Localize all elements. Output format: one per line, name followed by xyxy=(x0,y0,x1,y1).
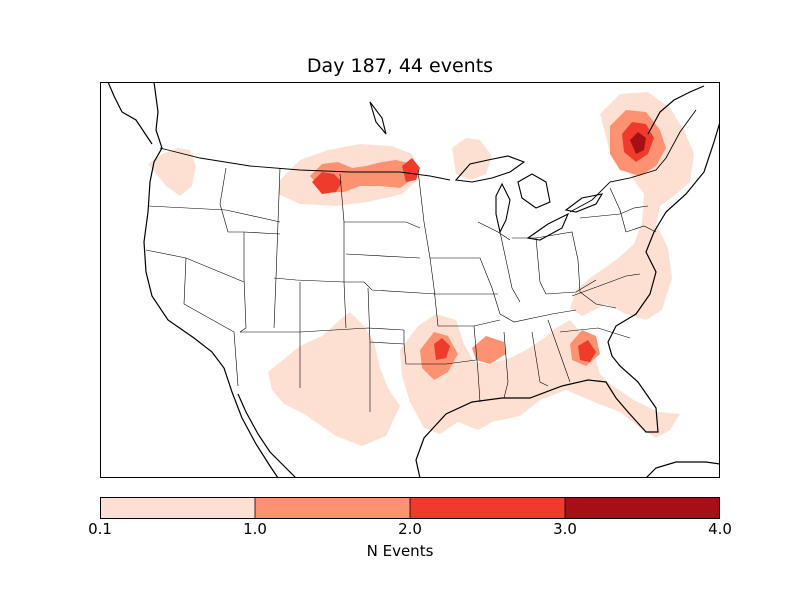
map-title: Day 187, 44 events xyxy=(306,55,494,77)
colorbar-tick-3: 3.0 xyxy=(553,520,577,538)
state-borders xyxy=(145,167,657,412)
country-border xyxy=(159,109,697,213)
colorbar-tick-2: 2.0 xyxy=(398,520,422,538)
colorbar-tick-1: 1.0 xyxy=(243,520,267,538)
map-frame xyxy=(100,82,720,478)
colorbar-tick-4: 4.0 xyxy=(708,520,732,538)
colorbar-segment-2 xyxy=(410,497,565,519)
colorbar-tick-0: 0.1 xyxy=(88,520,112,538)
colorbar-segment-0 xyxy=(100,497,255,519)
contour-level-3 xyxy=(312,122,654,362)
colorbar-label: N Events xyxy=(366,542,434,560)
colorbar-outline xyxy=(100,497,720,519)
colorbar-segment-3 xyxy=(565,497,720,519)
coastline xyxy=(107,82,720,478)
contour-level-4 xyxy=(630,132,646,154)
colorbar xyxy=(100,497,720,519)
colorbar-segment-1 xyxy=(255,497,410,519)
